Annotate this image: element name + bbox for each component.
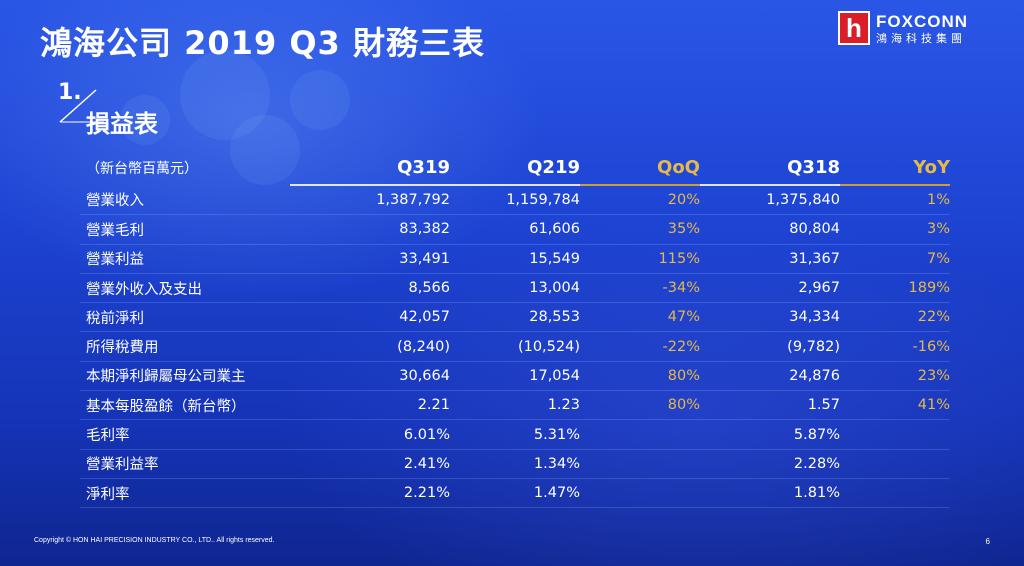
cell-yoy: -16%	[840, 331, 950, 362]
row-label: 營業外收入及支出	[80, 273, 290, 304]
cell-yoy	[840, 449, 950, 479]
row-label: 營業利益	[80, 244, 290, 274]
cell-q318: 80,804	[700, 214, 840, 245]
table-row: 營業毛利 83,382 61,606 35% 80,804 3%	[80, 214, 950, 245]
table-row: 本期淨利歸屬母公司業主 30,664 17,054 80% 24,876 23%	[80, 361, 950, 392]
cell-q318: 31,367	[700, 244, 840, 274]
cell-q318: 1.81%	[700, 478, 840, 509]
foxconn-logo-icon: h	[838, 11, 870, 45]
cell-q219: 5.31%	[450, 419, 580, 450]
cell-q318: 34,334	[700, 302, 840, 333]
cell-yoy: 1%	[840, 185, 950, 216]
table-row: 營業利益 33,491 15,549 115% 31,367 7%	[80, 244, 950, 274]
row-label: 營業利益率	[80, 449, 290, 479]
row-label: 稅前淨利	[80, 302, 290, 333]
cell-q219: 1,159,784	[450, 185, 580, 216]
cell-yoy: 22%	[840, 302, 950, 333]
cell-q219: 1.34%	[450, 449, 580, 479]
column-header-q318: Q318	[700, 150, 840, 186]
cell-q318: 1,375,840	[700, 185, 840, 216]
row-label: 營業收入	[80, 185, 290, 216]
table-row: 營業利益率 2.41% 1.34% 2.28%	[80, 449, 950, 479]
section-slash-icon	[59, 89, 104, 123]
cell-q318: 5.87%	[700, 419, 840, 450]
row-label: 淨利率	[80, 478, 290, 509]
cell-q319: 8,566	[290, 273, 450, 304]
cell-qoq: 80%	[580, 390, 700, 421]
cell-q319: (8,240)	[290, 331, 450, 362]
cell-yoy: 41%	[840, 390, 950, 421]
cell-q319: 2.41%	[290, 449, 450, 479]
table-header-row: （新台幣百萬元） Q319 Q219 QoQ Q318 YoY	[80, 150, 950, 186]
unit-label: （新台幣百萬元）	[86, 160, 198, 177]
cell-qoq: 20%	[580, 185, 700, 216]
cell-qoq: -22%	[580, 331, 700, 362]
row-label: 營業毛利	[80, 214, 290, 245]
section-number: 1.	[58, 80, 82, 105]
cell-qoq	[580, 419, 700, 450]
cell-q319: 30,664	[290, 361, 450, 392]
cell-yoy	[840, 478, 950, 509]
cell-qoq	[580, 478, 700, 509]
section-title: 損益表	[86, 110, 158, 138]
row-label: 本期淨利歸屬母公司業主	[80, 361, 290, 392]
cell-qoq: 80%	[580, 361, 700, 392]
cell-yoy	[840, 419, 950, 450]
table-row: 淨利率 2.21% 1.47% 1.81%	[80, 478, 950, 509]
column-header-q319: Q319	[290, 150, 450, 186]
cell-q319: 33,491	[290, 244, 450, 274]
cell-q219: 13,004	[450, 273, 580, 304]
table-row: 基本每股盈餘（新台幣） 2.21 1.23 80% 1.57 41%	[80, 390, 950, 421]
background-bokeh	[290, 70, 350, 130]
cell-yoy: 3%	[840, 214, 950, 245]
column-header-q219: Q219	[450, 150, 580, 186]
table-row: 毛利率 6.01% 5.31% 5.87%	[80, 419, 950, 450]
cell-yoy: 7%	[840, 244, 950, 274]
table-row: 營業外收入及支出 8,566 13,004 -34% 2,967 189%	[80, 273, 950, 304]
row-label: 基本每股盈餘（新台幣）	[80, 390, 290, 421]
cell-q319: 2.21%	[290, 478, 450, 509]
page-number: 6	[985, 537, 990, 546]
cell-q219: 17,054	[450, 361, 580, 392]
foxconn-logo: h FOXCONN 鴻海科技集團	[838, 8, 998, 48]
cell-q319: 83,382	[290, 214, 450, 245]
cell-q219: 1.47%	[450, 478, 580, 509]
cell-qoq: 115%	[580, 244, 700, 274]
slide-title: 鴻海公司 2019 Q3 財務三表	[40, 24, 485, 62]
cell-q219: 61,606	[450, 214, 580, 245]
cell-q219: 1.23	[450, 390, 580, 421]
cell-yoy: 189%	[840, 273, 950, 304]
column-header-qoq: QoQ	[580, 150, 700, 186]
table-row: 營業收入 1,387,792 1,159,784 20% 1,375,840 1…	[80, 185, 950, 216]
cell-q319: 42,057	[290, 302, 450, 333]
cell-q219: 28,553	[450, 302, 580, 333]
cell-qoq: 35%	[580, 214, 700, 245]
table-row: 所得稅費用 (8,240) (10,524) -22% (9,782) -16%	[80, 331, 950, 362]
cell-q319: 1,387,792	[290, 185, 450, 216]
cell-qoq: 47%	[580, 302, 700, 333]
cell-q319: 6.01%	[290, 419, 450, 450]
cell-yoy: 23%	[840, 361, 950, 392]
row-label: 毛利率	[80, 419, 290, 450]
cell-qoq: -34%	[580, 273, 700, 304]
cell-q219: 15,549	[450, 244, 580, 274]
cell-qoq	[580, 449, 700, 479]
cell-q318: 24,876	[700, 361, 840, 392]
column-header-yoy: YoY	[840, 150, 950, 186]
logo-name-zh: 鴻海科技集團	[876, 31, 966, 45]
cell-q318: 2,967	[700, 273, 840, 304]
cell-q318: 2.28%	[700, 449, 840, 479]
cell-q318: 1.57	[700, 390, 840, 421]
row-label: 所得稅費用	[80, 331, 290, 362]
copyright-notice: Copyright © HON HAI PRECISION INDUSTRY C…	[34, 537, 275, 544]
cell-q319: 2.21	[290, 390, 450, 421]
cell-q219: (10,524)	[450, 331, 580, 362]
table-row: 稅前淨利 42,057 28,553 47% 34,334 22%	[80, 302, 950, 333]
cell-q318: (9,782)	[700, 331, 840, 362]
income-statement-table: （新台幣百萬元） Q319 Q219 QoQ Q318 YoY 營業收入 1,3…	[80, 150, 950, 509]
logo-name-en: FOXCONN	[876, 11, 968, 31]
